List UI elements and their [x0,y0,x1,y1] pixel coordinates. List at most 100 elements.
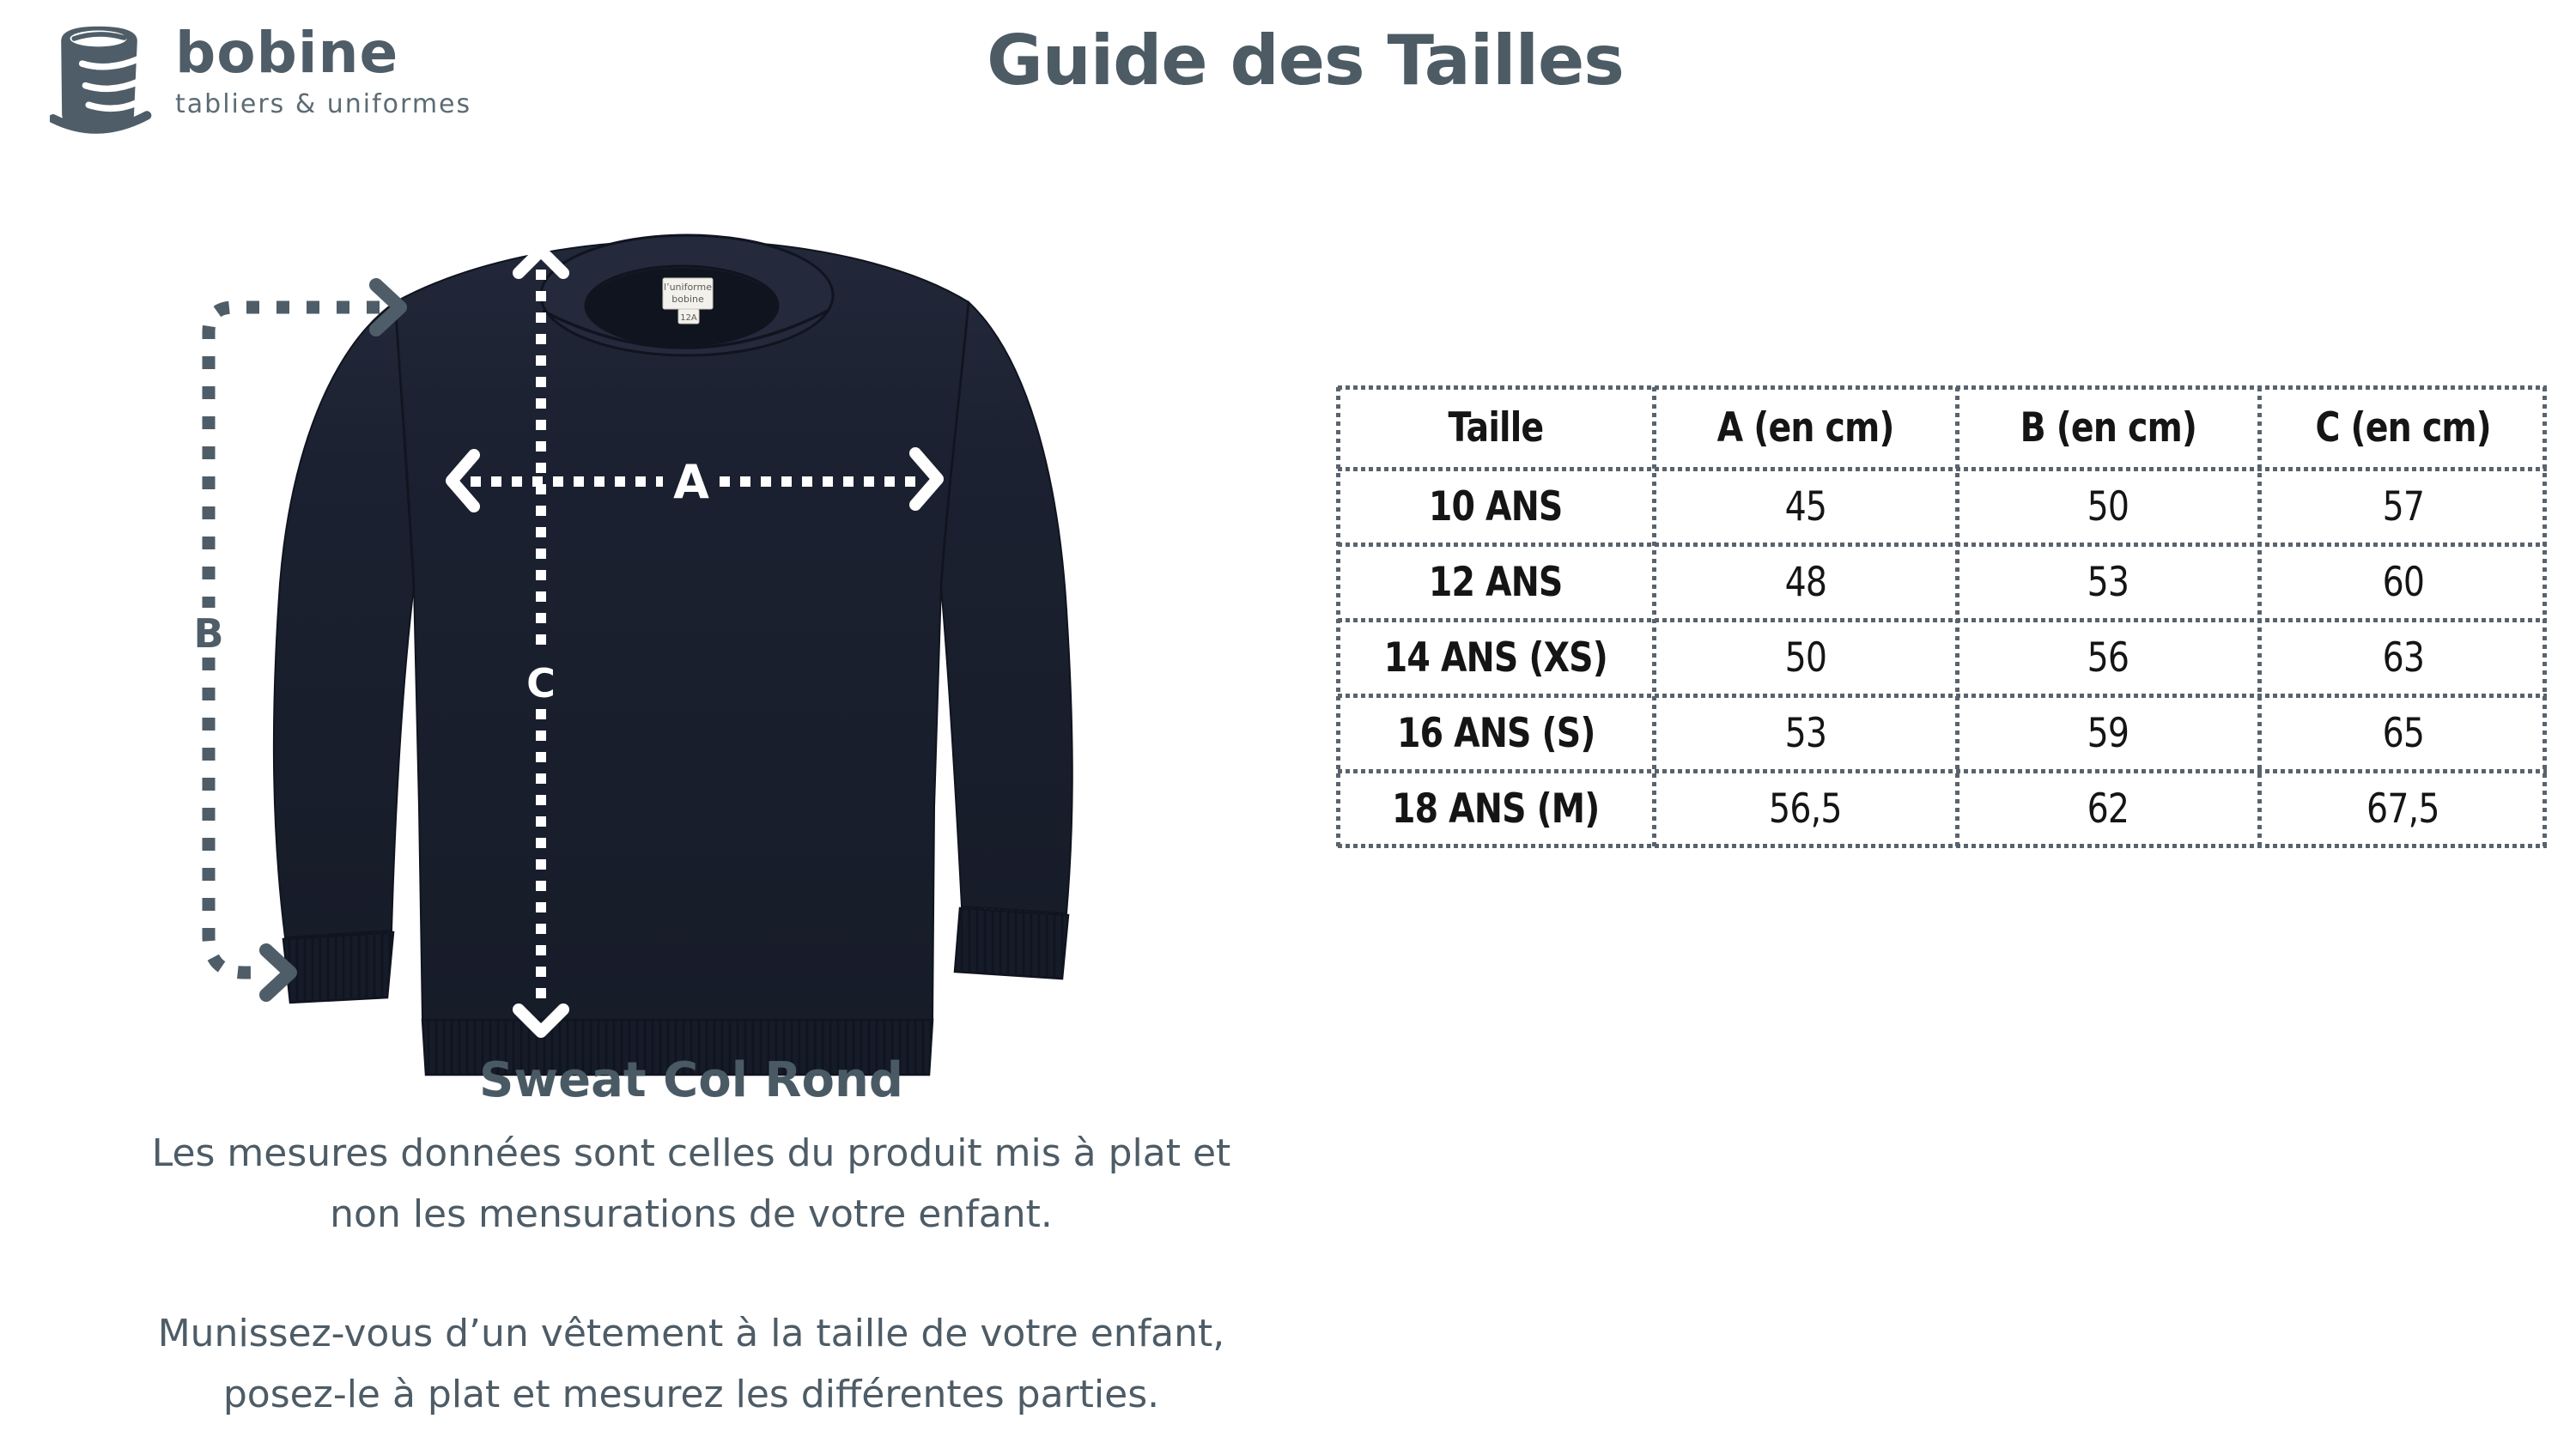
note-line: posez-le à plat et mesurez les différent… [222,1373,1160,1416]
arrowhead-right-icon [369,278,407,336]
col-header-label: A (en cm) [1716,404,1894,452]
size-label: 18 ANS (M) [1392,785,1600,833]
right-cuff [953,906,1070,980]
col-header-a: A (en cm) [1654,387,1957,469]
col-header-b: B (en cm) [1957,387,2259,469]
table-border [1338,467,2547,471]
measure-b-value: 59 [2087,709,2129,757]
measure-c-value: 57 [2382,482,2424,530]
left-sleeve [272,300,416,939]
thread-wrap-line [85,99,141,112]
product-name: Sweat Col Rond [479,1052,903,1108]
table-border [1336,387,1340,846]
measure-a-value: 45 [1784,482,1826,530]
measure-c-value: 60 [2382,558,2424,606]
arrowhead-right-icon [259,943,297,1002]
left-cuff [282,931,395,1004]
size-label: 14 ANS (XS) [1383,634,1608,682]
row-size-label: 18 ANS (M) [1338,771,1654,846]
size-label: 12 ANS [1429,558,1564,606]
right-sleeve [939,300,1073,915]
note-flat-measurements: Les mesures données sont celles du produ… [9,1123,1374,1245]
table-border [1338,543,2547,547]
brand-tagline: tabliers & uniformes [175,89,472,119]
measure-arrow-b [202,278,407,1002]
table-cell: 63 [2259,620,2547,695]
note-line: non les mensurations de votre enfant. [330,1192,1053,1236]
measure-a-value: 56,5 [1769,785,1842,833]
measure-b-value: 50 [2087,482,2129,530]
table-cell: 56,5 [1654,771,1957,846]
col-header-label: Taille [1448,404,1545,452]
table-cell: 60 [2259,544,2547,620]
row-size-label: 12 ANS [1338,544,1654,620]
row-size-label: 14 ANS (XS) [1338,620,1654,695]
size-table: Taille A (en cm) B (en cm) C (en cm) 10 … [1336,385,2547,848]
measure-a-value: 48 [1784,558,1826,606]
table-cell: 65 [2259,695,2547,771]
col-header-c: C (en cm) [2259,387,2547,469]
note-line: Les mesures données sont celles du produ… [151,1131,1231,1175]
row-size-label: 16 ANS (S) [1338,695,1654,771]
thread-wrap-line [78,55,143,70]
thread-spool-icon [50,26,152,134]
row-size-label: 10 ANS [1338,469,1654,544]
table-cell: 56 [1957,620,2259,695]
spool-base [50,111,152,134]
arrowhead-left-icon [446,449,480,512]
size-label: 10 ANS [1429,482,1564,530]
table-border [1652,387,1656,846]
arrow-label-c: C [526,660,556,706]
measure-c-value: 65 [2382,709,2424,757]
table-border [1955,387,1959,846]
note-how-to-measure: Munissez-vous d’un vêtement à la taille … [9,1303,1374,1425]
size-label: 16 ANS (S) [1396,709,1595,757]
measure-c-value: 63 [2382,634,2424,682]
col-header-taille: Taille [1338,387,1654,469]
table-cell: 53 [1957,544,2259,620]
col-header-label: C (en cm) [2315,404,2491,452]
table-cell: 59 [1957,695,2259,771]
hem-band [421,1018,934,1076]
table-border [2543,387,2547,846]
table-cell: 48 [1654,544,1957,620]
table-border [2257,387,2262,846]
table-border [1338,385,2547,390]
measure-a-value: 50 [1784,634,1826,682]
neck-label-line2: bobine [671,294,704,305]
measure-arrow-a [446,447,944,512]
neck-label-line1: l’uniforme [664,282,712,293]
neck-size-tag: 12A [680,313,697,323]
arrowhead-down-icon [513,1003,569,1038]
neck-label: l’uniforme bobine 12A [662,277,714,324]
sweatshirt-body [393,239,970,1021]
page-title: Guide des Tailles [987,21,1625,100]
measure-b-value: 62 [2087,785,2129,833]
table-border [1338,618,2547,622]
measure-a-value: 53 [1784,709,1826,757]
spool-body [61,26,137,130]
thread-wrap-line [82,78,143,93]
measure-c-value: 67,5 [2366,785,2439,833]
arrow-label-a: A [673,455,709,509]
table-cell: 67,5 [2259,771,2547,846]
table-border [1338,694,2547,698]
arrowhead-up-icon [513,245,569,279]
arrowhead-right-icon [909,447,944,511]
arrow-label-b: B [193,610,223,657]
note-line: Munissez-vous d’un vêtement à la taille … [157,1312,1225,1355]
table-cell: 50 [1957,469,2259,544]
size-table-grid: Taille A (en cm) B (en cm) C (en cm) 10 … [1338,387,2547,846]
measure-arrow-c [513,245,569,1038]
table-cell: 45 [1654,469,1957,544]
brand-text: bobine tabliers & uniformes [175,15,471,119]
table-cell: 57 [2259,469,2547,544]
measure-b-value: 53 [2087,558,2129,606]
brand-name: bobine [175,20,399,86]
measure-b-value: 56 [2087,634,2129,682]
collar-seam [542,309,829,349]
table-cell: 62 [1957,771,2259,846]
table-border [1338,769,2547,773]
col-header-label: B (en cm) [2020,404,2196,452]
